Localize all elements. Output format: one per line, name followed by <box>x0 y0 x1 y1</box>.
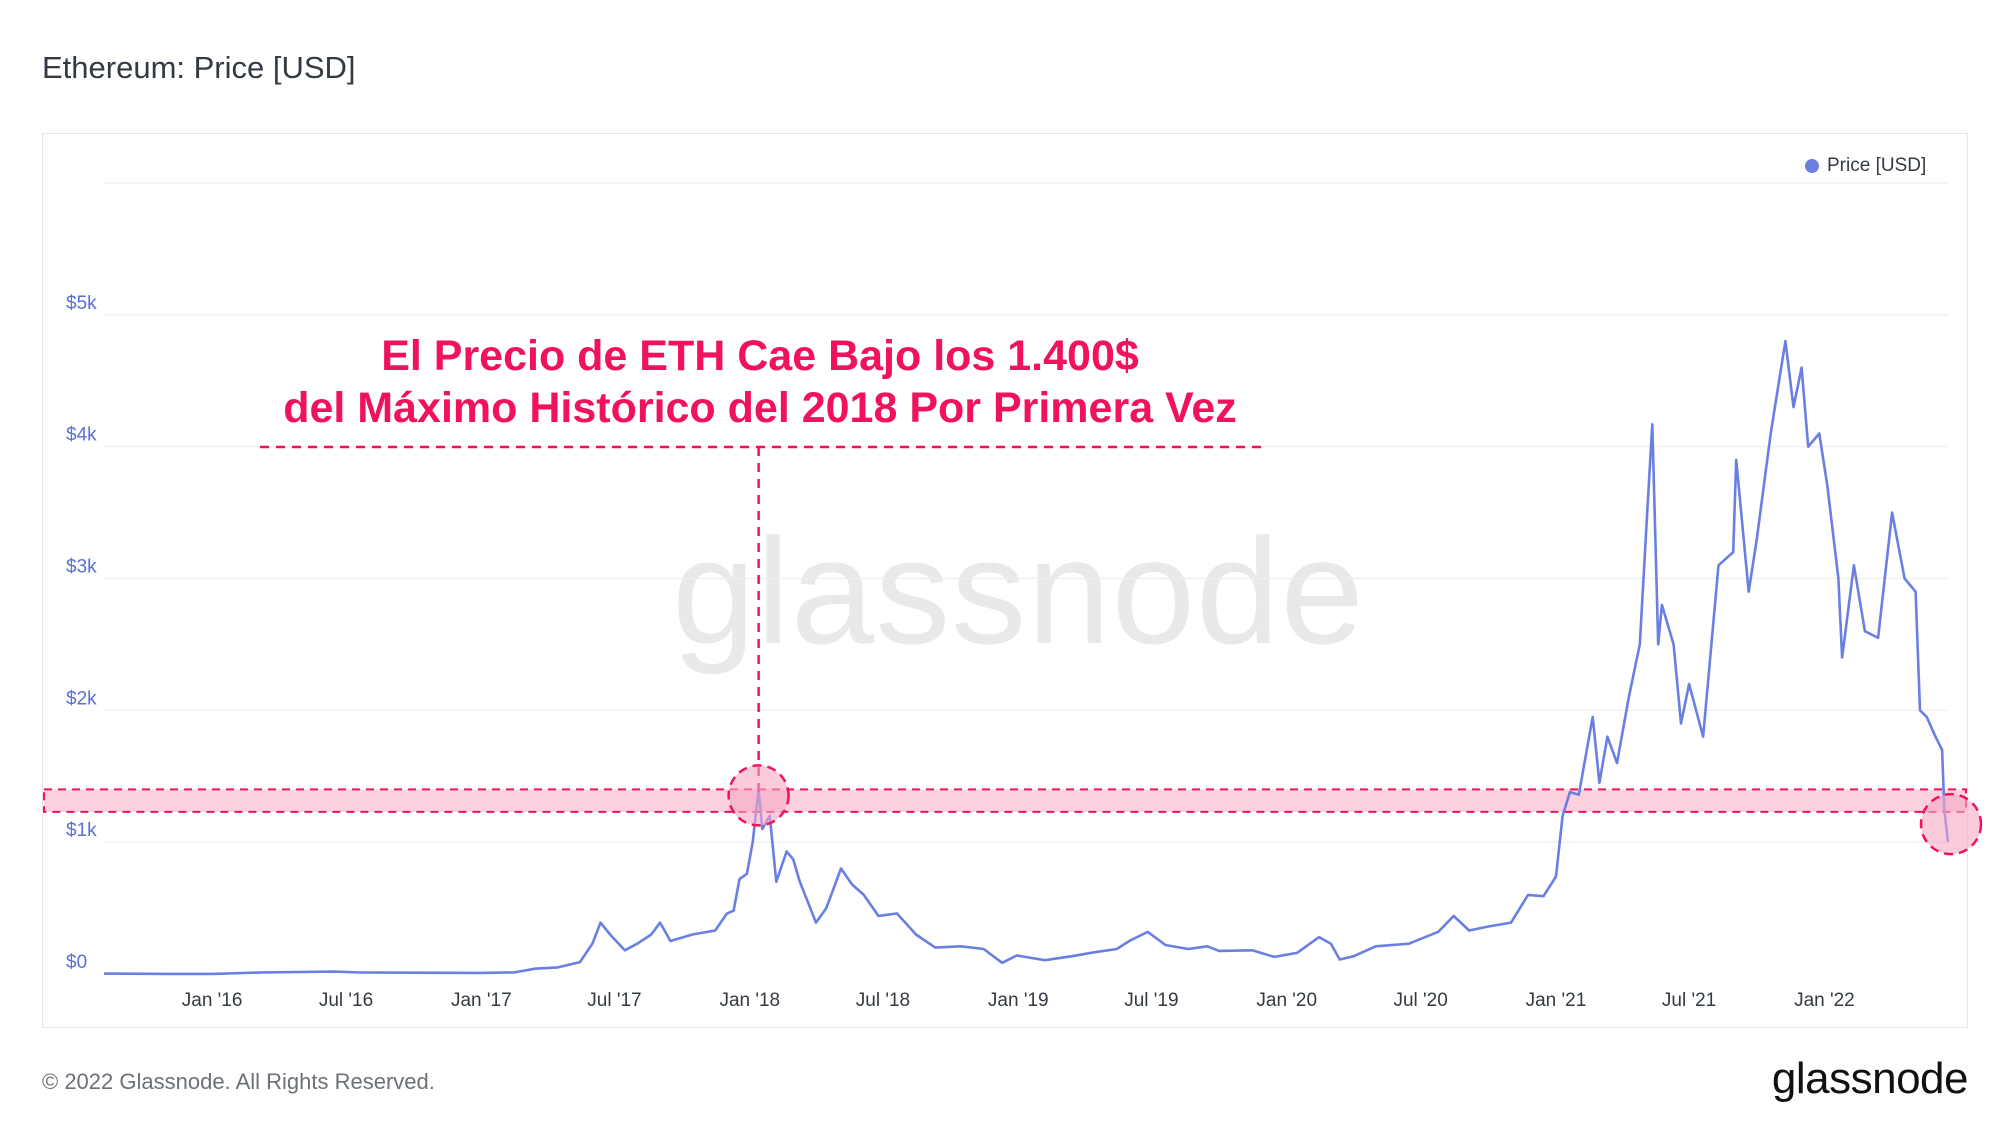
annotation-line-2: del Máximo Histórico del 2018 Por Primer… <box>283 384 1237 432</box>
brand-logo: glassnode <box>1771 1054 1969 1103</box>
highlight-circle-2018-peak <box>727 764 790 827</box>
highlight-circle-current <box>1919 792 1983 856</box>
x-tick-label: Jul '18 <box>856 990 910 1011</box>
x-tick-label: Jan '21 <box>1526 990 1587 1011</box>
x-tick-label: Jul '17 <box>587 990 641 1011</box>
x-tick-label: Jul '16 <box>319 990 373 1011</box>
x-tick-label: Jan '17 <box>451 990 512 1011</box>
price-line <box>103 339 1950 976</box>
x-tick-label: Jan '16 <box>182 990 243 1011</box>
x-tick-label: Jul '20 <box>1393 990 1447 1011</box>
watermark: glassnode <box>672 507 1365 675</box>
chart-frame <box>42 133 1968 1028</box>
x-tick-label: Jan '19 <box>988 990 1049 1011</box>
y-tick-label: $1k <box>66 820 97 841</box>
y-tick-label: $2k <box>66 688 97 709</box>
y-tick-label: $3k <box>66 557 97 578</box>
chart-title: Ethereum: Price [USD] <box>42 50 356 85</box>
y-tick-label: $4k <box>66 425 97 446</box>
x-tick-label: Jul '21 <box>1662 990 1716 1011</box>
annotation-text: El Precio de ETH Cae Bajo los 1.400$ del… <box>240 330 1280 434</box>
y-tick-label: $5k <box>66 293 97 314</box>
legend[interactable]: Price [USD] <box>1805 155 1926 177</box>
y-tick-label: $0 <box>66 952 87 973</box>
legend-label: Price [USD] <box>1827 155 1927 176</box>
x-tick-label: Jan '20 <box>1256 990 1317 1011</box>
copyright: © 2022 Glassnode. All Rights Reserved. <box>42 1069 435 1094</box>
x-tick-label: Jan '22 <box>1794 990 1855 1011</box>
legend-dot-icon <box>1805 159 1819 173</box>
highlight-band <box>43 788 1967 813</box>
x-tick-label: Jan '18 <box>719 990 780 1011</box>
x-tick-label: Jul '19 <box>1124 990 1178 1011</box>
annotation-line-1: El Precio de ETH Cae Bajo los 1.400$ <box>381 332 1139 380</box>
